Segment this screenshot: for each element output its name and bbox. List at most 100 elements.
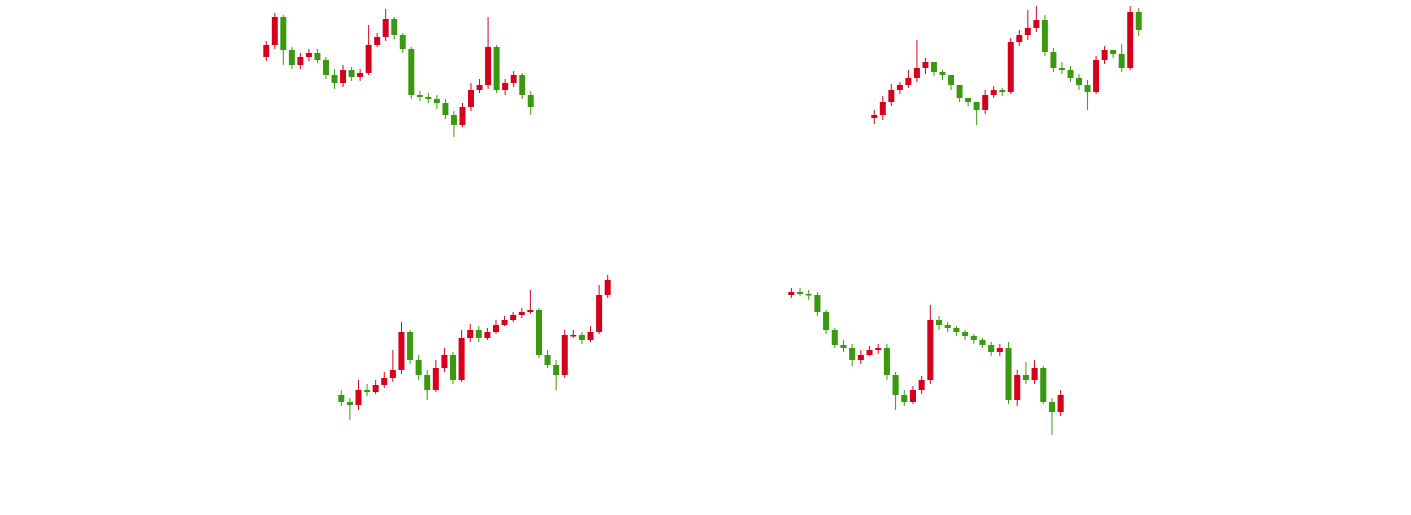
- candle-body: [468, 90, 475, 107]
- candle-body: [1057, 395, 1064, 412]
- candle-body: [1127, 12, 1134, 68]
- candle-body: [871, 115, 878, 118]
- candle-body: [1050, 52, 1057, 68]
- candle-body: [866, 350, 873, 355]
- candle-body: [271, 17, 278, 45]
- candle-body: [432, 368, 439, 390]
- candle-body: [1007, 42, 1014, 92]
- candle-body: [1014, 375, 1021, 400]
- candle-body: [918, 380, 925, 390]
- candle-body: [501, 320, 508, 325]
- candle-body: [1110, 50, 1117, 54]
- candle-body: [990, 90, 997, 95]
- candle-body: [1041, 20, 1048, 52]
- candle-body: [561, 335, 568, 375]
- candle-body: [875, 348, 882, 350]
- candle-body: [374, 37, 381, 45]
- candle-body: [930, 62, 937, 72]
- candle-body: [365, 45, 372, 73]
- candle-body: [322, 60, 329, 75]
- candle-body: [905, 78, 912, 85]
- candle-body: [314, 53, 321, 60]
- candle-body: [553, 365, 560, 375]
- candle-body: [823, 312, 830, 330]
- candle-body: [305, 53, 312, 57]
- candle-body: [1093, 60, 1100, 92]
- candle-body: [962, 332, 969, 336]
- candle-body: [1040, 368, 1047, 402]
- candle-body: [415, 360, 422, 375]
- candle-body: [1135, 12, 1142, 30]
- candle-body: [849, 348, 856, 360]
- candle-body: [424, 375, 431, 390]
- candle-body: [416, 95, 423, 97]
- candle-body: [1048, 402, 1056, 412]
- candle-body: [814, 295, 821, 312]
- candle-body: [935, 320, 943, 325]
- candle-body: [1058, 68, 1065, 70]
- candle-body: [879, 102, 886, 115]
- candle-body: [982, 95, 989, 110]
- candle-body: [441, 355, 448, 368]
- candle-body: [484, 332, 491, 338]
- candle-body: [364, 390, 371, 392]
- candle-body: [1076, 78, 1083, 85]
- candle-body: [1101, 50, 1108, 60]
- candle-body: [355, 390, 362, 405]
- candle-body: [939, 72, 946, 75]
- candle-body: [570, 335, 577, 337]
- candle-body: [544, 355, 551, 365]
- candle-body: [805, 294, 812, 296]
- candle-body: [331, 75, 338, 83]
- candle-body: [485, 47, 492, 85]
- candle-body: [796, 292, 804, 294]
- candle-body: [425, 97, 432, 99]
- candle-body: [892, 375, 899, 395]
- candle-body: [288, 50, 295, 65]
- candle-body: [391, 19, 398, 35]
- candle-body: [888, 90, 895, 102]
- candle-body: [433, 99, 440, 103]
- candle-body: [450, 115, 457, 125]
- candle-body: [1024, 28, 1031, 35]
- candle-body: [913, 68, 920, 78]
- candle-body: [340, 70, 347, 83]
- candle-body: [788, 292, 795, 295]
- candle-body: [578, 335, 585, 340]
- candle-body: [965, 98, 972, 102]
- candle-body: [398, 332, 405, 370]
- candle-body: [944, 325, 951, 328]
- candle-body: [909, 390, 917, 402]
- candle-body: [475, 330, 482, 338]
- candle-body: [382, 19, 389, 37]
- candle-body: [596, 295, 603, 332]
- candle-body: [280, 17, 287, 50]
- candle-body: [922, 62, 929, 68]
- candle-body: [973, 102, 980, 110]
- candle-body: [587, 332, 594, 340]
- candle-body: [857, 355, 864, 360]
- candle-body: [450, 355, 457, 380]
- candle-body: [510, 315, 517, 320]
- candle-body: [399, 35, 406, 49]
- candle-body: [518, 312, 525, 315]
- candle-body: [408, 49, 415, 95]
- candle-body: [953, 328, 960, 332]
- candle-body: [389, 370, 396, 378]
- candle-body: [493, 47, 500, 90]
- candle-body: [1067, 70, 1074, 78]
- candle-body: [996, 348, 1003, 352]
- candle-body: [970, 336, 977, 340]
- candle-body: [840, 345, 847, 348]
- candle-body: [1016, 35, 1023, 42]
- candle-body: [459, 107, 466, 125]
- candle-body: [263, 45, 270, 57]
- candle-body: [527, 95, 534, 107]
- candle-body: [381, 378, 388, 385]
- candle-body: [988, 345, 995, 352]
- candle-body: [492, 325, 499, 332]
- candle-body: [901, 395, 908, 402]
- candle-body: [338, 395, 345, 402]
- candle-body: [927, 320, 934, 380]
- candle-body: [357, 73, 364, 77]
